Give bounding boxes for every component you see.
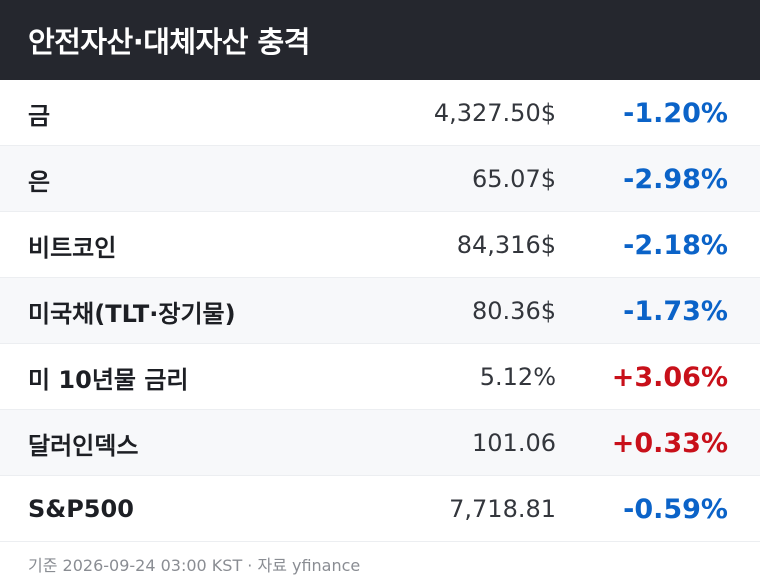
header: 안전자산·대체자산 충격	[0, 0, 760, 80]
table-row: 비트코인 84,316$ -2.18%	[0, 212, 760, 278]
price-cell: 7,718.81	[449, 495, 556, 523]
change-cell: -2.18%	[623, 229, 728, 261]
table: 금 4,327.50$ -1.20% 은 65.07$ -2.98% 비트코인 84,316$…	[0, 80, 760, 542]
price-cell: 65.07$	[472, 165, 556, 193]
change-cell: +3.06%	[611, 361, 728, 393]
footer-note: 기준 2026-09-24 03:00 KST · 자료 yfinance	[28, 556, 361, 575]
name-cell: 미 10년물 금리	[28, 365, 189, 394]
name-cell: 비트코인	[28, 233, 117, 262]
change-cell: +0.33%	[611, 427, 728, 459]
price-cell: 80.36$	[472, 297, 556, 325]
name-cell: 달러인덱스	[28, 431, 139, 460]
title: 안전자산·대체자산 충격	[28, 25, 310, 59]
name-cell: 미국채(TLT·장기물)	[28, 299, 236, 328]
table-row: 미 10년물 금리 5.12% +3.06%	[0, 344, 760, 410]
price-cell: 84,316$	[456, 231, 556, 259]
change-cell: -0.59%	[623, 493, 728, 525]
price-cell: 101.06	[472, 429, 556, 457]
table-row: S&P500 7,718.81 -0.59%	[0, 476, 760, 542]
change-cell: -2.98%	[623, 163, 728, 195]
change-cell: -1.73%	[623, 295, 728, 327]
name-cell: S&P500	[28, 495, 134, 523]
price-cell: 5.12%	[479, 363, 556, 391]
table-row: 은 65.07$ -2.98%	[0, 146, 760, 212]
table-row: 달러인덱스 101.06 +0.33%	[0, 410, 760, 476]
name-cell: 은	[28, 167, 51, 196]
name-cell: 금	[28, 101, 51, 130]
table-row: 미국채(TLT·장기물) 80.36$ -1.73%	[0, 278, 760, 344]
change-cell: -1.20%	[623, 97, 728, 129]
price-cell: 4,327.50$	[433, 99, 556, 127]
table-row: 금 4,327.50$ -1.20%	[0, 80, 760, 146]
